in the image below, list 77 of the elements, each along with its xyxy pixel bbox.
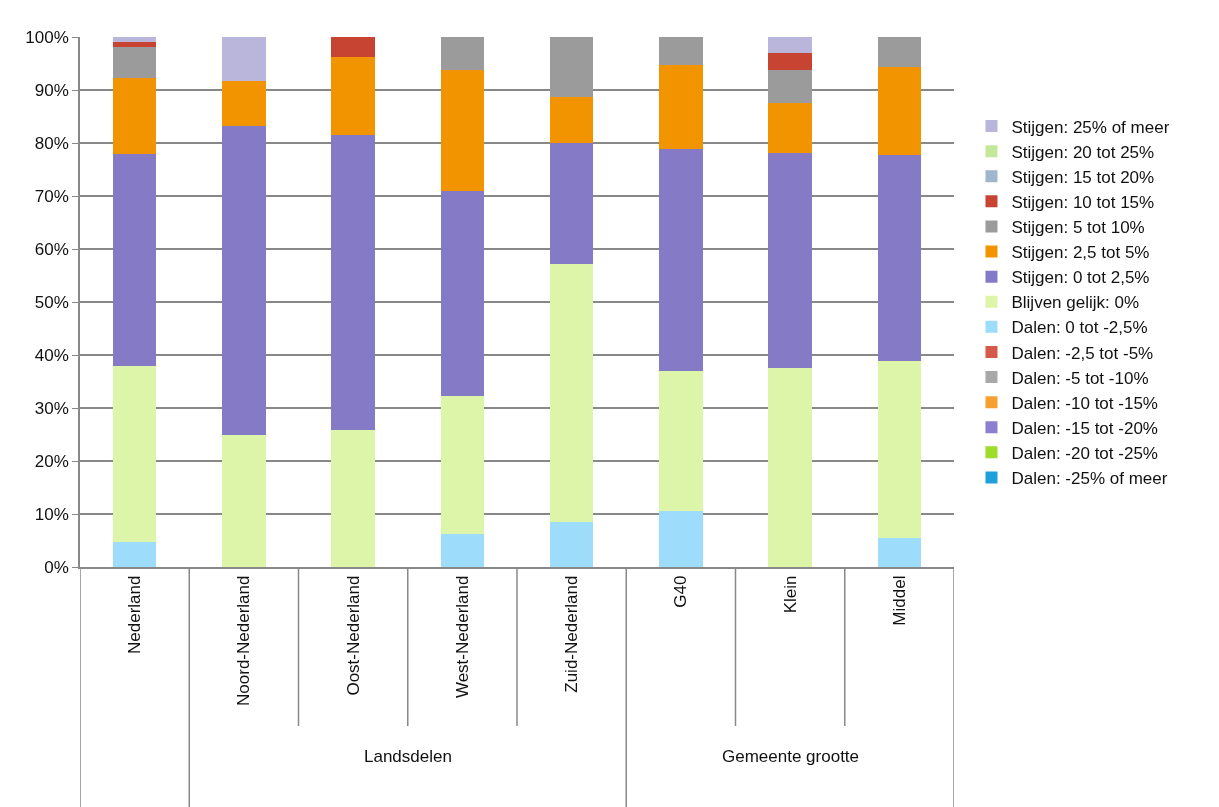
legend-label: Dalen: -10 tot -15% bbox=[1011, 393, 1158, 413]
bar bbox=[222, 434, 266, 567]
legend-label: Blijven gelijk: 0% bbox=[1011, 293, 1140, 313]
bar bbox=[768, 368, 812, 567]
bar bbox=[440, 191, 485, 396]
bar bbox=[222, 37, 266, 81]
bar bbox=[331, 135, 375, 430]
bar bbox=[549, 263, 594, 522]
bar bbox=[222, 80, 266, 126]
y-tick-label: 30% bbox=[34, 398, 69, 418]
bar bbox=[659, 148, 703, 372]
bar bbox=[440, 533, 485, 567]
bar bbox=[112, 365, 157, 543]
x-tick-label: Oost-Nederland bbox=[343, 575, 363, 696]
bar bbox=[877, 66, 922, 155]
bar bbox=[659, 371, 703, 512]
legend-label: Stijgen: 10 tot 15% bbox=[1011, 192, 1155, 212]
legend-label: Stijgen: 25% of meer bbox=[1011, 117, 1170, 137]
bar bbox=[112, 37, 157, 42]
bar bbox=[768, 103, 812, 154]
bar bbox=[112, 77, 157, 154]
x-tick-label: West-Nederland bbox=[452, 575, 472, 699]
y-tick-label: 80% bbox=[34, 133, 69, 153]
legend-label: Stijgen: 0 tot 2,5% bbox=[1011, 268, 1150, 288]
bar bbox=[768, 53, 812, 70]
bar bbox=[331, 37, 375, 57]
y-tick-label: 90% bbox=[34, 80, 69, 100]
bar bbox=[659, 65, 703, 149]
legend-label: Stijgen: 2,5 tot 5% bbox=[1011, 243, 1150, 263]
bar bbox=[112, 41, 157, 48]
bar bbox=[877, 537, 922, 567]
y-tick-label: 100% bbox=[25, 27, 69, 47]
legend-label: Stijgen: 20 tot 25% bbox=[1011, 142, 1155, 162]
y-tick-label: 60% bbox=[34, 239, 69, 259]
x-tick-label: Middel bbox=[889, 575, 909, 626]
x-tick-label: Nederland bbox=[125, 575, 145, 654]
bar bbox=[659, 37, 703, 66]
bar bbox=[112, 153, 157, 366]
y-tick-label: 20% bbox=[34, 451, 69, 471]
legend-label: Dalen: -15 tot -20% bbox=[1011, 418, 1158, 438]
bar bbox=[659, 511, 703, 567]
bar bbox=[549, 37, 594, 98]
bar bbox=[440, 37, 485, 71]
bar bbox=[440, 395, 485, 534]
bar bbox=[768, 37, 812, 54]
bar bbox=[549, 143, 594, 264]
y-tick-label: 40% bbox=[34, 345, 69, 365]
bar bbox=[112, 47, 157, 78]
y-tick-label: 10% bbox=[34, 504, 69, 524]
legend-label: Dalen: -5 tot -10% bbox=[1011, 368, 1149, 388]
bar bbox=[440, 70, 485, 192]
x-tick-label: Zuid-Nederland bbox=[562, 575, 582, 693]
legend-label: Stijgen: 5 tot 10% bbox=[1011, 218, 1145, 238]
x-tick-label: Klein bbox=[780, 575, 800, 614]
bar bbox=[549, 521, 594, 567]
legend-label: Dalen: -25% of meer bbox=[1011, 469, 1168, 489]
y-tick-label: 70% bbox=[34, 186, 69, 206]
bar bbox=[877, 360, 922, 538]
bar bbox=[768, 153, 812, 369]
legend-label: Dalen: 0 tot -2,5% bbox=[1011, 318, 1148, 338]
bar bbox=[877, 154, 922, 361]
bar bbox=[549, 97, 594, 143]
bar bbox=[331, 429, 375, 567]
text: Landsdelen bbox=[364, 747, 452, 766]
x-tick-label: G40 bbox=[671, 575, 691, 608]
bar bbox=[222, 125, 266, 435]
text: Gemeente grootte bbox=[722, 747, 860, 766]
y-tick-label: 0% bbox=[44, 557, 69, 577]
legend-label: Stijgen: 15 tot 20% bbox=[1011, 167, 1155, 187]
y-tick-label: 50% bbox=[34, 292, 69, 312]
bar bbox=[112, 542, 157, 567]
x-tick-label: Noord-Nederland bbox=[234, 575, 254, 706]
legend-label: Dalen: -2,5 tot -5% bbox=[1011, 343, 1154, 363]
bar bbox=[877, 37, 922, 67]
legend-label: Dalen: -20 tot -25% bbox=[1011, 443, 1158, 463]
bar bbox=[331, 56, 375, 136]
bar bbox=[768, 69, 812, 104]
